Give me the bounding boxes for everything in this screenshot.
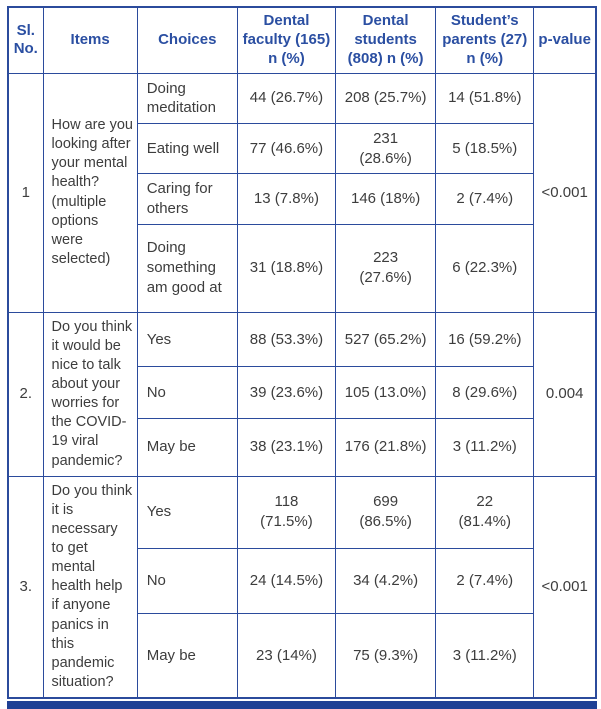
choice-cell: No xyxy=(136,547,238,615)
col-header-dental-students: Dental students (808) n (%) xyxy=(335,6,437,74)
faculty-value-cell: 38 (23.1%) xyxy=(236,417,337,477)
col-header-dental-faculty: Dental faculty (165) n (%) xyxy=(236,6,337,74)
choice-cell: Doing something am good at xyxy=(136,223,238,313)
students-value-cell: 208 (25.7%) xyxy=(335,72,437,125)
students-value-cell: 34 (4.2%) xyxy=(335,547,437,615)
faculty-value-cell: 77 (46.6%) xyxy=(236,123,337,175)
col-header-items: Items xyxy=(42,6,138,74)
sl-no-cell: 2. xyxy=(7,311,44,477)
faculty-value-cell: 118 (71.5%) xyxy=(236,475,337,549)
students-value-cell: 527 (65.2%) xyxy=(335,311,437,368)
table-caption-bar: [Table/Fig-5]:Perceived mental healthcar… xyxy=(7,701,597,709)
table-row: No 24 (14.5%) 34 (4.2%) 2 (7.4%) xyxy=(8,547,596,615)
col-header-p-value: p-value xyxy=(533,6,597,74)
header-row: Sl. No. Items Choices Dental faculty (16… xyxy=(7,6,597,74)
faculty-value-cell: 44 (26.7%) xyxy=(236,72,337,125)
sl-no-cell: 3. xyxy=(7,475,44,699)
table-row: 3. Do you think it is necessary to get m… xyxy=(7,475,597,699)
item-question-cell: Do you think it would be nice to talk ab… xyxy=(42,311,138,477)
choice-cell: Eating well xyxy=(136,123,238,175)
table-row: 1 How are you looking after your mental … xyxy=(7,72,597,313)
faculty-value-cell: 39 (23.6%) xyxy=(236,366,337,419)
students-value-cell: 699 (86.5%) xyxy=(335,475,437,549)
faculty-value-cell: 13 (7.8%) xyxy=(236,173,337,225)
choice-cell: Doing meditation xyxy=(136,72,238,125)
faculty-value-cell: 23 (14%) xyxy=(236,613,337,699)
parents-value-cell: 3 (11.2%) xyxy=(435,417,535,477)
parents-value-cell: 22 (81.4%) xyxy=(435,475,535,549)
col-header-choices: Choices xyxy=(136,6,238,74)
choice-cell: Yes xyxy=(136,475,238,549)
parents-value-cell: 8 (29.6%) xyxy=(435,366,535,419)
p-value-cell: <0.001 xyxy=(533,72,597,313)
parents-value-cell: 6 (22.3%) xyxy=(435,223,535,313)
parents-value-cell: 3 (11.2%) xyxy=(435,613,535,699)
table-row: Doing something am good at 31 (18.8%) 22… xyxy=(8,223,596,313)
students-value-cell: 146 (18%) xyxy=(335,173,437,225)
students-value-cell: 223 (27.6%) xyxy=(335,223,437,313)
choice-cell: No xyxy=(136,366,238,419)
col-header-students-parents: Student’s parents (27) n (%) xyxy=(435,6,535,74)
table-row: 2. Do you think it would be nice to talk… xyxy=(7,311,597,477)
item-question-cell: How are you looking after your mental he… xyxy=(42,72,138,313)
faculty-value-cell: 31 (18.8%) xyxy=(236,223,337,313)
item-question-cell: Do you think it is necessary to get ment… xyxy=(42,475,138,699)
choice-cell: May be xyxy=(136,613,238,699)
choice-cell: May be xyxy=(136,417,238,477)
students-value-cell: 75 (9.3%) xyxy=(335,613,437,699)
p-value-cell: <0.001 xyxy=(533,475,597,699)
results-table: Sl. No. Items Choices Dental faculty (16… xyxy=(7,6,597,700)
students-value-cell: 176 (21.8%) xyxy=(335,417,437,477)
table-row: Caring for others 13 (7.8%) 146 (18%) 2 … xyxy=(8,173,596,225)
p-value-cell: 0.004 xyxy=(533,311,597,477)
faculty-value-cell: 24 (14.5%) xyxy=(236,547,337,615)
parents-value-cell: 2 (7.4%) xyxy=(435,173,535,225)
parents-value-cell: 16 (59.2%) xyxy=(435,311,535,368)
parents-value-cell: 5 (18.5%) xyxy=(435,123,535,175)
table-row: May be 23 (14%) 75 (9.3%) 3 (11.2%) xyxy=(8,613,596,699)
sl-no-cell: 1 xyxy=(7,72,44,313)
choice-cell: Caring for others xyxy=(136,173,238,225)
col-header-sl-no: Sl. No. xyxy=(7,6,44,74)
parents-value-cell: 14 (51.8%) xyxy=(435,72,535,125)
table-row: Eating well 77 (46.6%) 231 (28.6%) 5 (18… xyxy=(8,123,596,175)
students-value-cell: 231 (28.6%) xyxy=(335,123,437,175)
faculty-value-cell: 88 (53.3%) xyxy=(236,311,337,368)
choice-cell: Yes xyxy=(136,311,238,368)
students-value-cell: 105 (13.0%) xyxy=(335,366,437,419)
parents-value-cell: 2 (7.4%) xyxy=(435,547,535,615)
